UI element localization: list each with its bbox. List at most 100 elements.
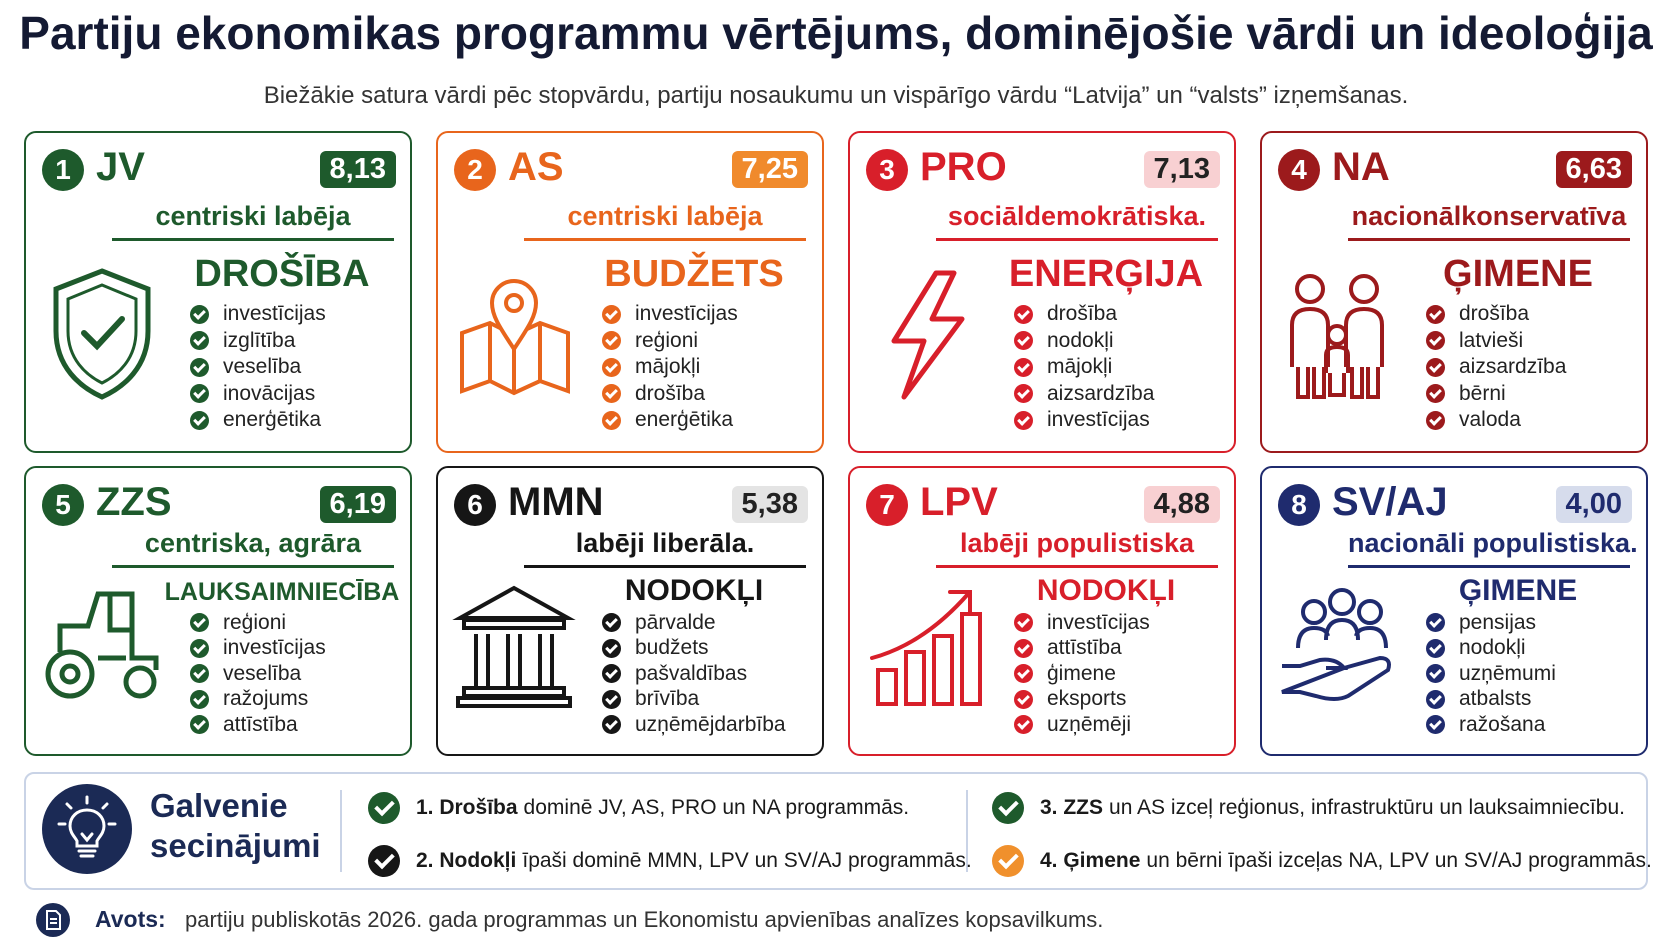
word: drošība: [1459, 302, 1530, 326]
check-icon: [602, 331, 621, 351]
keyword: ENERĢIJA: [1008, 253, 1204, 295]
score-badge: 6,19: [319, 486, 396, 523]
word-item: nodokļi: [1014, 328, 1154, 355]
conclusion-item: 3. ZZS un AS izceļ reģionus, infrastruktū…: [992, 792, 1625, 824]
score-badge: 4,88: [1143, 486, 1220, 523]
party-card: 4 NA 6,63 nacionālkonservatīva ĢIMENE drošība…: [1260, 131, 1648, 453]
score-badge: 7,13: [1143, 151, 1220, 188]
word: ražošana: [1459, 712, 1546, 736]
check-icon: [368, 845, 400, 877]
word-item: uzņēmējdarbība: [602, 712, 786, 738]
check-icon: [602, 613, 621, 633]
score-badge: 6,63: [1555, 151, 1632, 188]
divider: [966, 790, 968, 872]
conclusion-text: un AS izceļ reģionus, infrastruktūru un …: [1109, 796, 1625, 819]
check-icon: [190, 689, 209, 709]
check-icon: [1014, 331, 1033, 351]
word-item: ražošana: [1426, 712, 1556, 738]
word-item: nodokļi: [1426, 636, 1556, 662]
word-item: pensijas: [1426, 610, 1556, 636]
party-card: 2 AS 7,25 centriski labēja BUDŽETS investīcij…: [436, 131, 824, 453]
keyword-box: ĢIMENE: [1398, 574, 1638, 608]
card-number: 6: [454, 484, 496, 526]
word: investīcijas: [223, 302, 326, 326]
word-list: pārvalde budžets pašvaldības brīvība uzņēmēj…: [602, 610, 786, 738]
card-icon: [460, 279, 570, 396]
check-icon: [190, 384, 209, 404]
check-icon: [602, 715, 621, 735]
keyword: BUDŽETS: [604, 253, 784, 295]
word: latvieši: [1459, 328, 1524, 352]
word-item: ģimene: [1014, 661, 1150, 687]
party-name: MMN: [508, 480, 604, 524]
word-item: atbalsts: [1426, 687, 1556, 713]
word: drošība: [1047, 302, 1118, 326]
word: attīstība: [1047, 636, 1122, 660]
word-item: eksports: [1014, 687, 1150, 713]
check-icon: [602, 384, 621, 404]
word: enerģētika: [223, 408, 322, 432]
word-item: investīcijas: [190, 301, 326, 328]
party-name: AS: [508, 145, 564, 189]
word-item: reģioni: [190, 610, 326, 636]
word: mājokļi: [635, 355, 701, 379]
ideology: centriski labēja: [112, 201, 394, 241]
word-item: pārvalde: [602, 610, 786, 636]
word-item: ražojums: [190, 687, 326, 713]
word: enerģētika: [635, 408, 734, 432]
word: bērni: [1459, 381, 1506, 405]
conclusion-item: 4. Ģimene un bērni īpaši izceļas NA, LPV …: [992, 845, 1652, 877]
check-icon: [1426, 689, 1445, 709]
word: uzņēmumi: [1459, 661, 1556, 685]
word: mājokļi: [1047, 355, 1113, 379]
word-item: uzņēmumi: [1426, 661, 1556, 687]
word: uzņēmēji: [1047, 712, 1132, 736]
subtitle: Biežākie satura vārdi pēc stopvārdu, par…: [263, 82, 1409, 109]
score-badge: 7,25: [731, 151, 808, 188]
party-card: 5 ZZS 6,19 centriska, agrāra LAUKSAIMNIECĪBA…: [24, 466, 412, 756]
conclusion-bold: 1. Drošība: [416, 796, 518, 819]
word-list: investīcijas attīstība ģimene eksports uzņēm…: [1014, 610, 1150, 738]
word-item: investīcijas: [190, 636, 326, 662]
ideology: centriski labēja: [524, 201, 806, 241]
conclusions-box: [24, 772, 1648, 890]
check-icon: [190, 664, 209, 684]
conclusion-item: 2. Nodokļi īpaši dominē MMN, LPV un SV/AJ…: [368, 845, 972, 877]
source-text: partiju publiskotās 2026. gada programma…: [185, 907, 1104, 932]
check-icon: [602, 357, 621, 377]
keyword-box: ENERĢIJA: [986, 253, 1226, 296]
word-item: bērni: [1426, 381, 1566, 408]
word-item: aizsardzība: [1426, 354, 1566, 381]
word-list: reģioni investīcijas veselība ražojums attīs…: [190, 610, 326, 738]
check-icon: [1426, 638, 1445, 658]
score-badge: 4,00: [1555, 486, 1632, 523]
word-item: attīstība: [1014, 636, 1150, 662]
party-name: SV/AJ: [1332, 480, 1448, 524]
card-icon: [891, 270, 965, 400]
word-item: uzņēmēji: [1014, 712, 1150, 738]
word-list: drošība nodokļi mājokļi aizsardzība investīc…: [1014, 301, 1154, 434]
check-icon: [602, 410, 621, 430]
word: inovācijas: [223, 381, 316, 405]
check-icon: [1426, 357, 1445, 377]
conclusion-bold: 2. Nodokļi: [416, 849, 517, 872]
check-icon: [1014, 638, 1033, 658]
word: eksports: [1047, 687, 1127, 711]
word: pārvalde: [635, 610, 716, 634]
check-icon: [190, 410, 209, 430]
word-item: reģioni: [602, 328, 738, 355]
keyword-box: ĢIMENE: [1398, 253, 1638, 296]
keyword-box: LAUKSAIMNIECĪBA: [162, 574, 402, 608]
word: veselība: [223, 661, 302, 685]
conclusions-heading: Galvenie secinājumi: [150, 787, 321, 864]
ideology: nacionāli populistiska.: [1348, 528, 1638, 568]
conclusion-text: un bērni īpaši izceļas NA, LPV un SV/AJ …: [1146, 849, 1652, 872]
conclusion-text: īpaši dominē MMN, LPV un SV/AJ programmā…: [522, 849, 972, 872]
word-item: investīcijas: [1014, 610, 1150, 636]
word-item: izglītība: [190, 328, 326, 355]
check-icon: [602, 689, 621, 709]
card-number: 3: [866, 149, 908, 191]
word-item: enerģētika: [602, 407, 738, 434]
check-icon: [190, 304, 209, 324]
